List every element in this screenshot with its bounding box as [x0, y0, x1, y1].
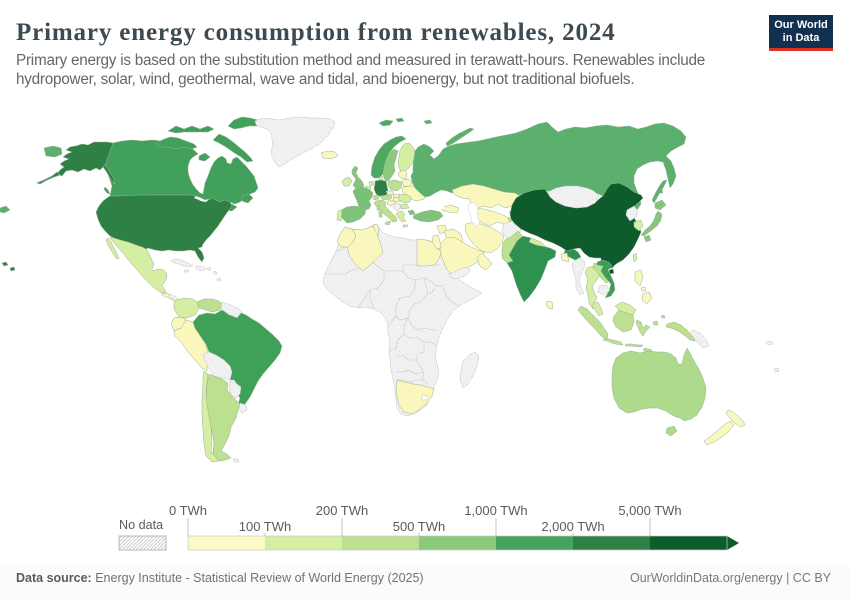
svg-text:0 TWh: 0 TWh	[169, 503, 207, 518]
svg-text:500 TWh: 500 TWh	[393, 519, 446, 534]
svg-text:100 TWh: 100 TWh	[239, 519, 292, 534]
svg-text:5,000 TWh: 5,000 TWh	[618, 503, 681, 518]
svg-text:No data: No data	[119, 518, 163, 532]
svg-text:2,000 TWh: 2,000 TWh	[541, 519, 604, 534]
svg-text:1,000 TWh: 1,000 TWh	[464, 503, 527, 518]
svg-text:200 TWh: 200 TWh	[316, 503, 369, 518]
